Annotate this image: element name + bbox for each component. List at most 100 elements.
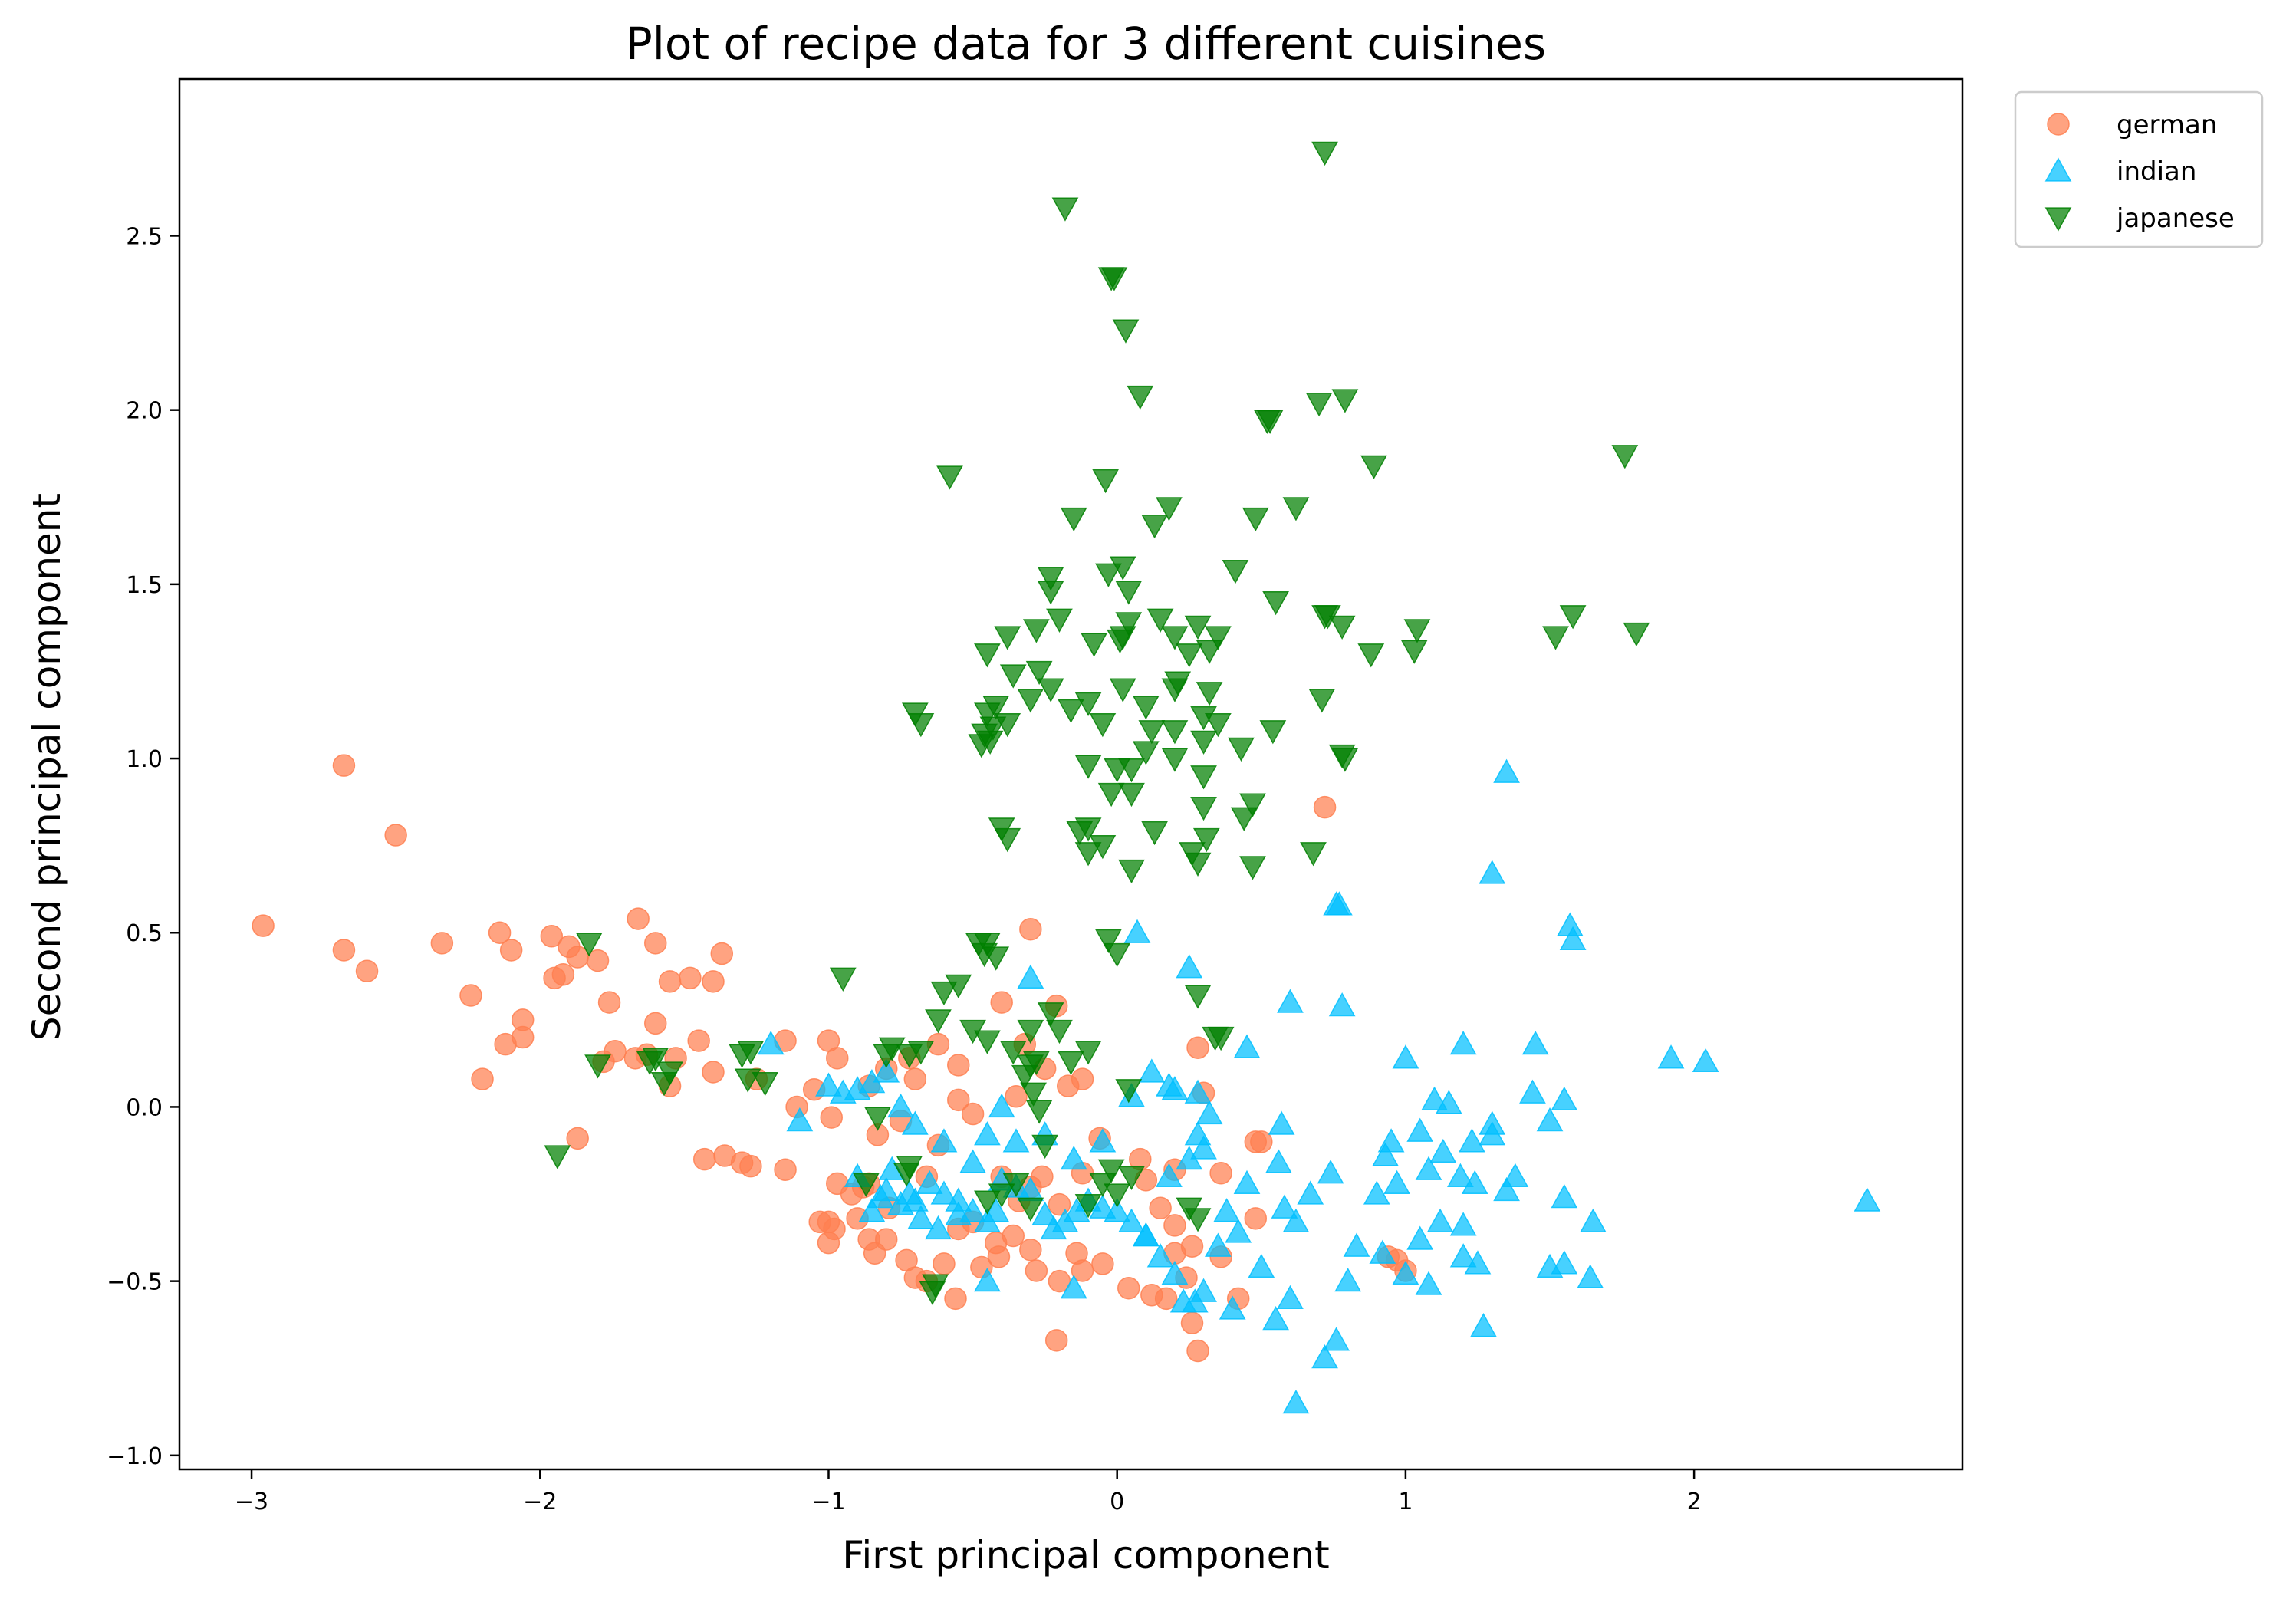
german-point — [1005, 1085, 1028, 1108]
indian-point — [1161, 1260, 1189, 1285]
german-point — [702, 1061, 725, 1084]
german-point — [384, 824, 407, 847]
japanese-point — [752, 1072, 779, 1097]
y-tick-label: 0.0 — [126, 1094, 163, 1121]
japanese-point — [1031, 1134, 1059, 1160]
german-point — [1244, 1130, 1268, 1153]
japanese-point — [1196, 640, 1223, 664]
indian-point — [1196, 1100, 1223, 1125]
indian-point — [1262, 1305, 1289, 1331]
japanese-point — [1074, 1194, 1102, 1219]
indian-point — [1328, 992, 1356, 1017]
indian-point — [945, 1201, 972, 1225]
japanese-point — [1184, 985, 1212, 1009]
japanese-point — [1138, 720, 1166, 745]
indian-point — [1219, 1295, 1246, 1320]
german-point — [1091, 1252, 1114, 1275]
japanese-point — [1161, 748, 1189, 772]
german-point — [1031, 1165, 1054, 1189]
indian-point — [1297, 1180, 1324, 1205]
german-point — [933, 1252, 956, 1275]
indian-point — [1459, 1128, 1485, 1153]
legend-marker-german — [2047, 113, 2070, 136]
german-point — [874, 1228, 898, 1251]
german-point — [471, 1067, 494, 1090]
japanese-point — [1074, 842, 1102, 867]
legend-label-indian: indian — [2117, 156, 2196, 187]
indian-point — [1184, 1079, 1212, 1104]
legend: german indian japanese — [2014, 90, 2264, 248]
y-tick-label: 1.5 — [126, 572, 163, 599]
japanese-point — [974, 1190, 1001, 1215]
indian-point — [1060, 1275, 1087, 1299]
german-point — [947, 1088, 970, 1112]
german-point — [644, 932, 667, 955]
x-tick-label: −2 — [523, 1489, 557, 1515]
indian-point — [1392, 1260, 1419, 1285]
legend-label-japanese: japanese — [2116, 203, 2235, 234]
indian-point — [1268, 1110, 1295, 1135]
japanese-point — [974, 1030, 1001, 1054]
japanese-point — [925, 1009, 952, 1034]
german-point — [1019, 1238, 1042, 1262]
japanese-point — [1046, 608, 1073, 633]
japanese-point — [1132, 741, 1160, 765]
japanese-point — [1095, 929, 1122, 953]
japanese-point — [1204, 626, 1232, 650]
german-point — [1313, 795, 1337, 819]
indian-point — [1156, 1072, 1183, 1097]
indian-point — [1204, 1232, 1232, 1257]
indian-point — [1363, 1180, 1390, 1205]
japanese-point — [1190, 730, 1217, 755]
japanese-point — [1074, 755, 1102, 779]
japanese-point — [1542, 626, 1569, 650]
indian-point — [1132, 1222, 1160, 1247]
indian-point — [1233, 1169, 1261, 1195]
series-indian — [757, 758, 1881, 1414]
german-point — [488, 921, 512, 944]
y-tick-label: 2.0 — [126, 398, 163, 425]
japanese-point — [1058, 699, 1084, 724]
y-axis-title: Second principal component — [25, 493, 69, 1041]
japanese-point — [1146, 608, 1174, 633]
japanese-point — [1095, 563, 1122, 587]
indian-point — [974, 1121, 1001, 1146]
japanese-point — [1192, 827, 1220, 853]
japanese-point — [994, 626, 1021, 650]
indian-point — [1265, 1149, 1292, 1173]
indian-point — [1326, 891, 1353, 916]
japanese-point — [1104, 758, 1131, 783]
japanese-point — [544, 1145, 571, 1169]
indian-point — [907, 1205, 935, 1229]
indian-point — [1060, 1145, 1087, 1170]
y-tick-label: 1.0 — [126, 746, 163, 773]
y-tick-label: −1.0 — [107, 1443, 163, 1470]
indian-point — [1369, 1239, 1396, 1264]
german-point — [332, 754, 356, 777]
japanese-point — [1400, 640, 1428, 664]
japanese-point — [1403, 619, 1431, 643]
indian-point — [1323, 1327, 1350, 1351]
japanese-point — [896, 1044, 923, 1068]
indian-point — [1854, 1187, 1881, 1212]
indian-point — [1311, 1344, 1338, 1369]
x-tick-label: −3 — [235, 1489, 268, 1515]
indian-point — [1692, 1048, 1719, 1072]
german-point — [1025, 1259, 1048, 1282]
german-point — [1180, 1311, 1204, 1334]
indian-point — [1372, 1142, 1399, 1166]
japanese-point — [1051, 197, 1079, 222]
german-point — [644, 1012, 667, 1035]
indian-point — [896, 1180, 923, 1205]
indian-point — [1225, 1219, 1252, 1243]
japanese-point — [1305, 392, 1333, 417]
japanese-point — [1017, 689, 1044, 713]
indian-point — [901, 1110, 929, 1135]
series-german — [252, 754, 1417, 1363]
japanese-point — [1100, 267, 1128, 291]
indian-point — [1426, 1208, 1454, 1233]
german-point — [1163, 1214, 1186, 1237]
german-point — [817, 1231, 840, 1255]
indian-point — [1519, 1079, 1546, 1104]
